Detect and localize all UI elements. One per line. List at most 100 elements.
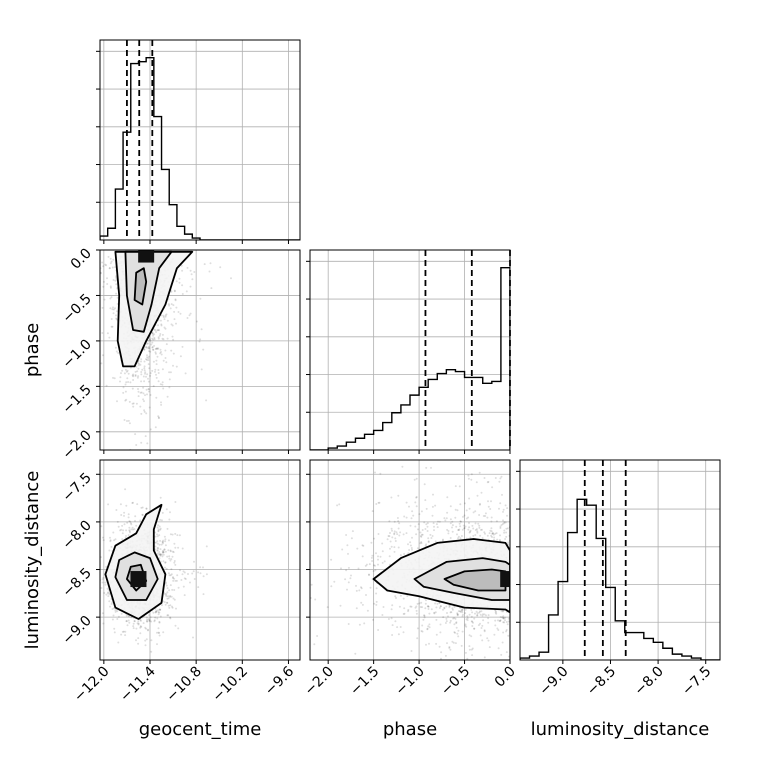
x-tick-label: −2.0 xyxy=(302,664,337,699)
sample-point xyxy=(108,593,111,596)
sample-point xyxy=(493,538,495,541)
sample-point xyxy=(164,349,167,352)
sample-point xyxy=(379,555,382,558)
sample-point xyxy=(444,519,447,522)
sample-point xyxy=(420,542,423,545)
sample-point xyxy=(491,532,494,535)
sample-point xyxy=(395,531,398,534)
sample-point xyxy=(423,616,426,619)
sample-point xyxy=(505,535,508,538)
sample-point xyxy=(395,597,397,599)
sample-point xyxy=(108,600,111,603)
sample-point xyxy=(481,614,484,617)
sample-point xyxy=(157,528,160,531)
sample-point xyxy=(147,363,150,366)
sample-point xyxy=(489,529,492,532)
sample-point xyxy=(502,631,505,634)
sample-point xyxy=(151,346,154,349)
sample-point xyxy=(161,540,164,543)
sample-point xyxy=(164,594,167,596)
sample-point xyxy=(137,620,140,623)
sample-point xyxy=(111,608,114,610)
sample-point xyxy=(390,496,393,499)
sample-point xyxy=(148,406,151,409)
sample-point xyxy=(463,527,466,530)
sample-point xyxy=(424,499,427,502)
sample-point xyxy=(183,594,186,597)
sample-point xyxy=(183,571,186,574)
sample-point xyxy=(498,538,501,541)
sample-point xyxy=(143,360,146,363)
sample-point xyxy=(157,530,160,533)
sample-point xyxy=(157,347,160,350)
sample-point xyxy=(101,261,104,264)
sample-point xyxy=(134,433,137,436)
sample-point xyxy=(138,362,141,365)
sample-point xyxy=(139,625,142,628)
sample-point xyxy=(115,276,118,279)
sample-point xyxy=(139,626,142,629)
sample-point xyxy=(125,614,128,617)
x-tick-label: −9.0 xyxy=(536,664,571,699)
sample-point xyxy=(399,626,402,628)
sample-point xyxy=(158,543,161,546)
sample-point xyxy=(423,483,426,486)
sample-point xyxy=(465,517,468,520)
sample-point xyxy=(141,506,144,509)
sample-point xyxy=(424,544,427,547)
sample-point xyxy=(473,627,476,630)
sample-point xyxy=(394,595,397,598)
sample-point xyxy=(152,338,155,341)
sample-point xyxy=(454,516,457,519)
sample-point xyxy=(140,371,143,373)
sample-point xyxy=(149,428,152,431)
sample-point xyxy=(460,609,463,612)
sample-point xyxy=(364,564,367,567)
sample-point xyxy=(399,531,402,534)
sample-point xyxy=(164,314,167,317)
sample-point xyxy=(391,529,393,532)
sample-point xyxy=(146,393,148,396)
sample-point xyxy=(164,327,167,330)
sample-point xyxy=(457,635,460,638)
sample-point xyxy=(136,503,139,506)
sample-point xyxy=(145,507,148,510)
density-peak xyxy=(500,571,510,588)
sample-point xyxy=(347,552,349,555)
sample-point xyxy=(140,360,142,363)
sample-point xyxy=(463,502,466,505)
sample-point xyxy=(495,610,497,613)
sample-point xyxy=(148,367,151,370)
sample-point xyxy=(145,412,148,415)
sample-point xyxy=(484,532,486,535)
sample-point xyxy=(148,338,151,341)
sample-point xyxy=(391,624,394,627)
sample-point xyxy=(394,620,397,623)
sample-point xyxy=(362,544,365,547)
sample-point xyxy=(420,601,423,604)
sample-point xyxy=(132,379,135,381)
x-tick-label: −1.0 xyxy=(393,664,428,699)
sample-point xyxy=(142,622,145,625)
sample-point xyxy=(137,623,140,626)
grid-lines-hist xyxy=(310,260,510,413)
sample-point xyxy=(116,618,119,620)
sample-point xyxy=(326,606,329,609)
sample-point xyxy=(470,478,473,481)
sample-point xyxy=(503,621,506,624)
sample-point xyxy=(456,632,459,635)
sample-point xyxy=(120,633,123,636)
x-tick-label: −9.6 xyxy=(262,663,297,698)
sample-point xyxy=(382,606,385,608)
sample-point xyxy=(139,619,142,622)
sample-point xyxy=(361,555,364,558)
sample-point xyxy=(409,605,412,608)
sample-point xyxy=(174,299,177,302)
sample-point xyxy=(156,540,159,543)
sample-point xyxy=(373,537,376,540)
sample-point xyxy=(160,353,163,356)
x-tick-label: −8.5 xyxy=(584,664,619,699)
sample-point xyxy=(159,553,161,556)
sample-point xyxy=(122,391,125,394)
sample-point xyxy=(137,637,140,640)
